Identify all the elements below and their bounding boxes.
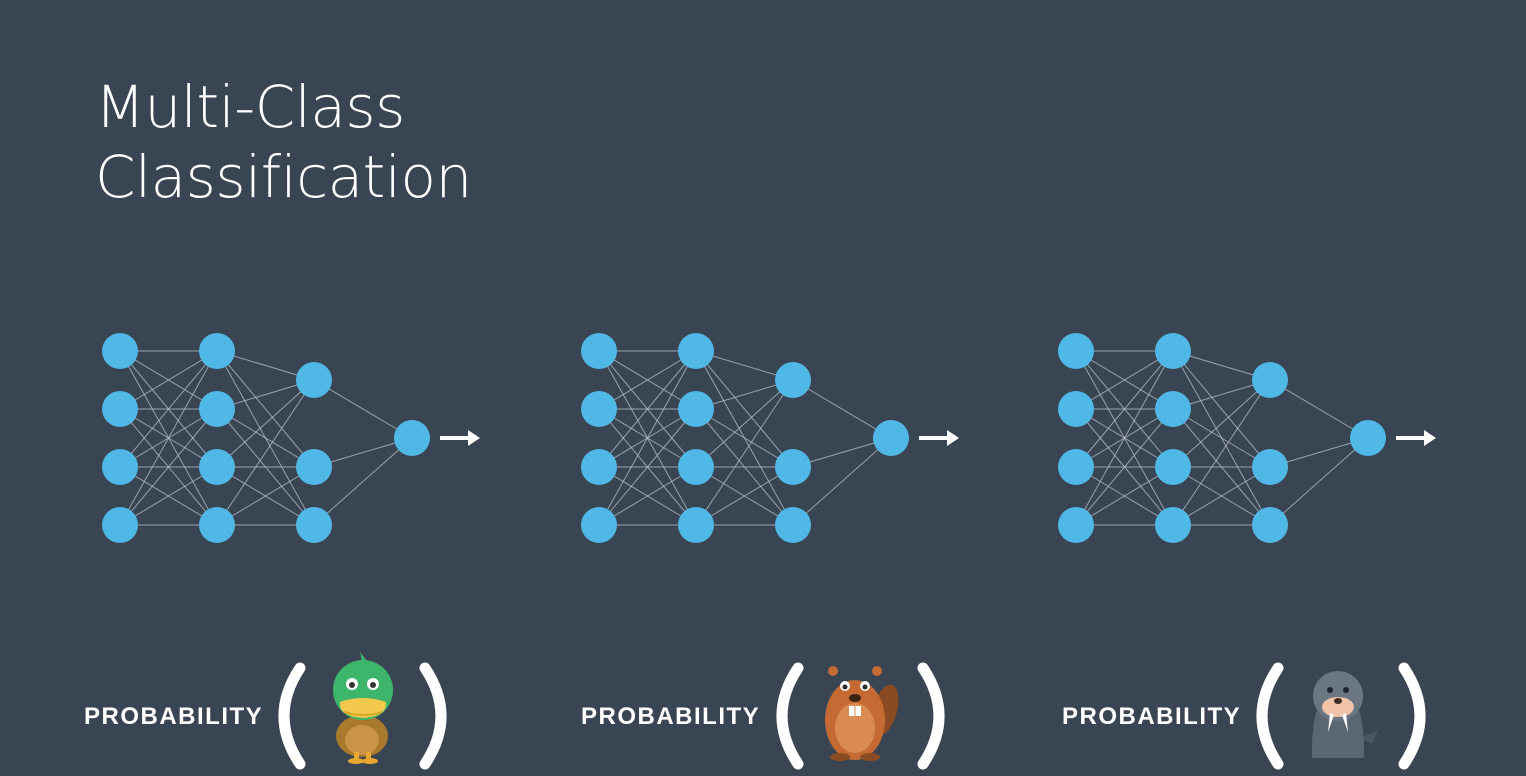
- network-node: [199, 391, 235, 427]
- network-edge: [119, 408, 218, 526]
- network-node: [102, 449, 138, 485]
- network-node: [678, 333, 714, 369]
- output-arrow-head-icon: [468, 430, 480, 446]
- network-node: [678, 449, 714, 485]
- network-node: [1252, 362, 1288, 398]
- network-edge: [695, 350, 794, 468]
- network-edge: [1075, 350, 1174, 468]
- network-edge: [1075, 408, 1174, 526]
- network-edge: [1075, 350, 1174, 410]
- probability-label-walrus: PROBABILITY: [1062, 703, 1242, 730]
- network-edge: [216, 379, 315, 468]
- network-node: [1058, 507, 1094, 543]
- title-line-1: Multi-Class: [95, 73, 405, 141]
- network-node: [1155, 507, 1191, 543]
- network-edge: [1172, 466, 1271, 526]
- network-node: [1058, 333, 1094, 369]
- network-node: [1058, 449, 1094, 485]
- network-node: [581, 449, 617, 485]
- network-node: [873, 420, 909, 456]
- network-node: [199, 449, 235, 485]
- network-edge: [1075, 350, 1174, 526]
- left-paren: [1256, 662, 1284, 770]
- network-node: [102, 391, 138, 427]
- network-edge: [598, 466, 697, 526]
- network-node: [1155, 333, 1191, 369]
- network-edge: [1172, 350, 1271, 468]
- network-node: [394, 420, 430, 456]
- network-edge: [313, 379, 413, 439]
- network-edge: [119, 350, 218, 468]
- output-arrow-head-icon: [947, 430, 959, 446]
- network-node: [1252, 507, 1288, 543]
- network-node: [296, 362, 332, 398]
- network-edge: [598, 408, 697, 526]
- network-node: [199, 507, 235, 543]
- network-edge: [119, 350, 218, 410]
- network-node: [1350, 420, 1386, 456]
- network-edge: [1172, 408, 1271, 468]
- network-edge: [1269, 437, 1369, 526]
- network-edge: [216, 350, 315, 468]
- left-paren: [278, 662, 306, 770]
- probability-group-duck: [278, 652, 447, 770]
- network-node: [775, 362, 811, 398]
- network-edge: [792, 437, 892, 526]
- network-node: [296, 449, 332, 485]
- title-line-2: Classification: [95, 143, 472, 211]
- network-node: [1058, 391, 1094, 427]
- probability-group-walrus: [1256, 662, 1426, 770]
- output-arrow-head-icon: [1424, 430, 1436, 446]
- network-node: [775, 507, 811, 543]
- right-paren: [419, 662, 447, 770]
- network-node: [1155, 391, 1191, 427]
- network-edge: [695, 408, 794, 468]
- probability-label-beaver: PROBABILITY: [581, 703, 761, 730]
- network-edge: [1172, 379, 1271, 526]
- network-node: [581, 507, 617, 543]
- network-edge: [313, 437, 413, 526]
- walrus-icon: [1311, 671, 1378, 758]
- network-edge: [216, 466, 315, 526]
- network-edge: [119, 466, 218, 526]
- neural-network-duck: [102, 333, 480, 543]
- right-paren: [1398, 662, 1426, 770]
- network-node: [199, 333, 235, 369]
- left-paren: [776, 662, 804, 770]
- right-paren: [917, 662, 945, 770]
- network-edge: [598, 350, 697, 526]
- network-node: [296, 507, 332, 543]
- network-node: [102, 507, 138, 543]
- beaver-icon: [825, 666, 899, 761]
- network-node: [775, 449, 811, 485]
- network-node: [102, 333, 138, 369]
- network-edge: [216, 379, 315, 526]
- network-edge: [1172, 379, 1271, 468]
- network-node: [678, 507, 714, 543]
- network-node: [1155, 449, 1191, 485]
- network-edge: [695, 466, 794, 526]
- network-edge: [695, 379, 794, 468]
- network-node: [678, 391, 714, 427]
- neural-network-beaver: [581, 333, 959, 543]
- network-edge: [216, 408, 315, 468]
- probability-group-beaver: [776, 662, 945, 770]
- probability-label-duck: PROBABILITY: [84, 703, 264, 730]
- network-edge: [792, 379, 892, 439]
- network-edge: [1075, 466, 1174, 526]
- network-node: [581, 391, 617, 427]
- network-edge: [598, 350, 697, 468]
- duck-icon: [333, 652, 393, 764]
- network-node: [581, 333, 617, 369]
- neural-network-walrus: [1058, 333, 1436, 543]
- network-edge: [695, 379, 794, 526]
- network-edge: [1269, 379, 1369, 439]
- network-edge: [598, 350, 697, 410]
- network-node: [1252, 449, 1288, 485]
- network-edge: [119, 350, 218, 526]
- slide-title: Multi-Class Classification: [95, 72, 472, 212]
